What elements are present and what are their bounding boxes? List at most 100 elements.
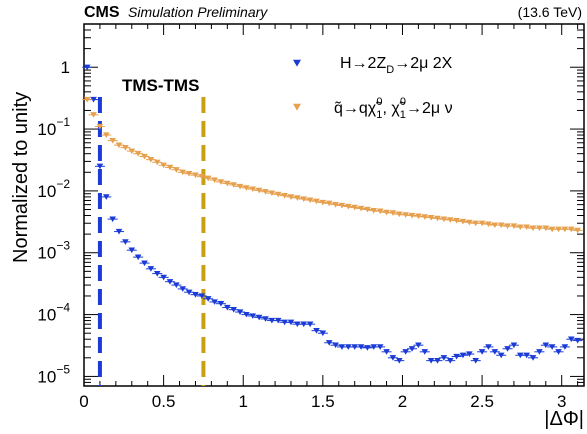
background-point [115,142,123,149]
signal-point [517,352,524,359]
signal-point [109,216,116,223]
signal-point [383,349,390,355]
background-point [345,203,352,210]
x-tick-label: 2.5 [470,392,494,411]
background-point [141,153,148,160]
data-points [82,64,583,364]
x-tick-label: 1.5 [311,392,335,411]
energy-label: (13.6 TeV) [518,4,582,20]
x-tick-label: 3 [557,392,566,411]
signal-point [478,349,486,355]
background-point [179,169,187,176]
background-point [83,96,91,103]
x-axis-title: |ΔΦ| [544,408,584,430]
signal-point [96,163,104,170]
signal-point [466,351,473,358]
signal-point [338,344,346,350]
signal-point [90,96,97,103]
signal-point [287,319,295,326]
signal-point [542,342,550,349]
y-tick-label: 10−4 [37,301,70,325]
signal-point [357,344,365,350]
background-point [166,164,174,171]
background-point [415,213,422,220]
signal-point [376,344,384,350]
background-point [122,145,129,151]
background-point [574,227,581,234]
legend-marker-background [293,103,301,111]
background-point [128,148,136,155]
signal-point [497,352,505,359]
signal-point [268,317,276,324]
x-tick-label: 2 [398,392,407,411]
background-point [567,226,575,233]
signal-point [224,304,231,311]
background-point [281,192,288,199]
signal-point [402,349,409,355]
background-point [90,112,97,118]
signal-point [128,247,136,254]
background-point [434,215,441,222]
signal-point [166,279,174,285]
signal-point [102,194,110,200]
background-point [485,221,492,228]
signal-point [115,228,123,235]
signal-point [510,342,518,349]
background-point [421,214,429,220]
signal-point [491,349,499,355]
signal-point [313,327,320,334]
cut-lines [97,97,206,386]
background-point [185,171,193,177]
background-point [395,211,403,218]
background-point [383,209,390,216]
background-point [402,212,409,218]
signal-point [274,317,282,324]
signal-point [548,344,556,350]
background-point [338,202,346,209]
background-point [542,225,550,232]
background-point [529,225,537,232]
signal-point [198,293,206,299]
signal-point [230,307,237,313]
background-point [351,204,359,211]
signal-point [434,357,441,364]
background-point [357,205,365,212]
signal-point [555,349,562,355]
background-point [306,197,314,204]
signal-point [147,266,155,272]
background-point [459,218,467,225]
background-point [230,182,237,188]
signal-point [529,355,537,361]
background-point [153,159,161,166]
signal-point [249,313,257,319]
background-point [332,201,339,208]
signal-point [173,282,180,289]
signal-point [262,316,269,322]
signal-point [427,357,435,364]
background-point [274,191,282,198]
signal-point [236,309,244,315]
background-point [262,189,269,195]
signal-point [440,355,448,361]
y-tick-label: 10−2 [37,177,70,201]
background-point [510,223,518,230]
signal-point [345,344,352,350]
signal-point [243,311,250,318]
background-point [389,210,397,216]
x-tick-label: 0 [79,392,88,411]
signal-point [472,357,480,364]
background-point [491,222,499,229]
cut-annotation: TMS-TMS [122,76,199,95]
background-point [497,222,505,229]
legend: H→2ZD→2μ 2X q̃→qχ̃10, χ̃10→2μ ν [293,55,453,121]
signal-point [300,321,308,328]
background-point [427,214,435,221]
y-tick-label: 10−5 [37,362,70,386]
signal-point [255,314,263,321]
background-point [192,172,199,179]
background-point [236,183,244,190]
background-point [319,199,327,206]
background-point [325,200,333,207]
experiment-label: CMS [84,4,120,21]
